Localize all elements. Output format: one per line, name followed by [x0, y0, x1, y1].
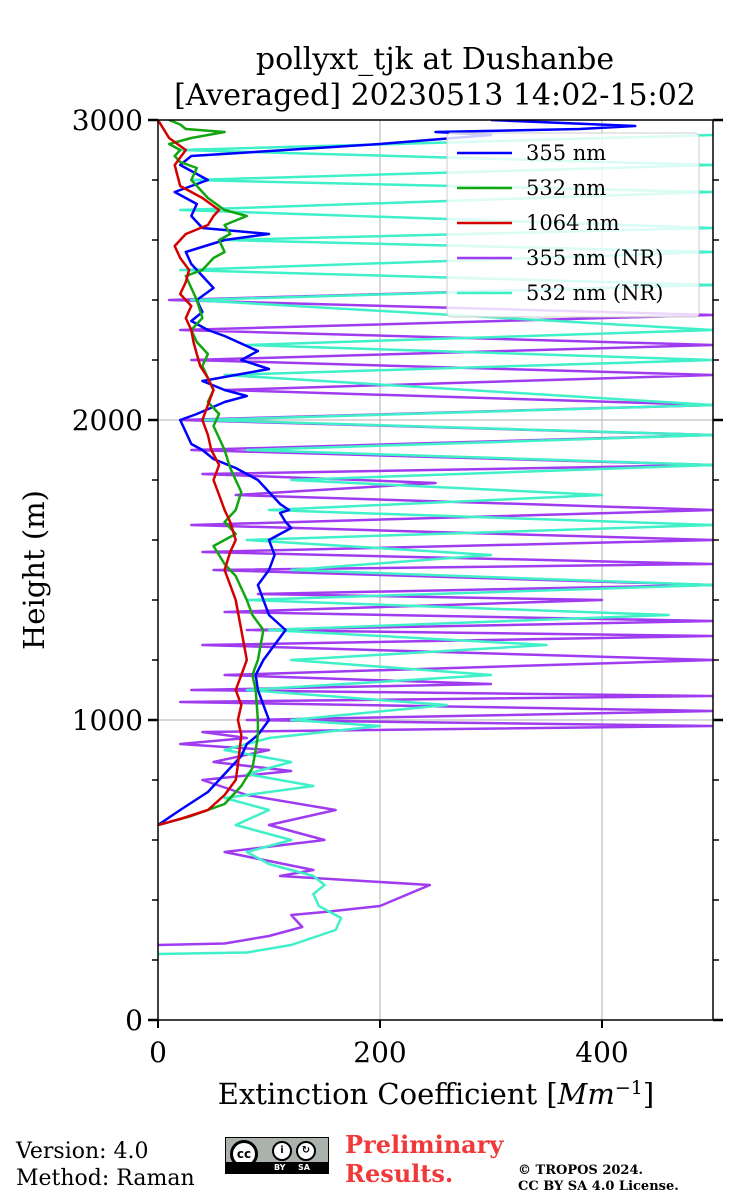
share-alike-icon: ↻ [296, 1141, 316, 1161]
x-tick-0: 0 [149, 1036, 167, 1069]
y-axis-label: Height (m) [17, 490, 51, 650]
copyright-line-2: CC BY SA 4.0 License. [518, 1179, 679, 1194]
x-axis-label: Extinction Coefficient [Mm−1] [218, 1077, 654, 1111]
legend: 355 nm 532 nm 1064 nm 355 nm (NR) 532 nm… [446, 132, 700, 318]
series-line-355-nm [158, 120, 637, 827]
method-text: Method: Raman [16, 1166, 195, 1191]
series-line-1064-nm [158, 120, 249, 827]
footer-info: Version: 4.0 Method: Raman [16, 1138, 195, 1192]
y-tick-2000: 2000 [72, 404, 143, 437]
attribution-icon: i [272, 1141, 292, 1161]
preliminary-line-1: Preliminary [345, 1130, 504, 1159]
x-tick-200: 200 [353, 1036, 406, 1069]
legend-label-355-nr: 355 nm (NR) [526, 246, 663, 270]
preliminary-notice: Preliminary Results. [345, 1130, 503, 1188]
version-text: Version: 4.0 [16, 1139, 149, 1164]
legend-label-1064: 1064 nm [526, 211, 620, 235]
extinction-chart: 0 200 400 0 1000 2000 3000 Extinction Co… [17, 104, 723, 1111]
legend-label-532: 532 nm [526, 176, 606, 200]
cc-license-badge: cc i ↻ BY SA [225, 1137, 329, 1174]
plot-frame [157, 119, 714, 1021]
copyright-line-1: © TROPOS 2024. [518, 1163, 644, 1178]
chart-title: pollyxt_tjk at Dushanbe [255, 42, 615, 77]
preliminary-line-2: Results. [345, 1159, 454, 1188]
y-tick-1000: 1000 [72, 704, 143, 737]
legend-label-355: 355 nm [526, 141, 606, 165]
copyright-notice: © TROPOS 2024. CC BY SA 4.0 License. [518, 1163, 679, 1195]
axis-ticks [148, 118, 723, 1028]
x-tick-400: 400 [575, 1036, 628, 1069]
y-tick-3000: 3000 [72, 104, 143, 137]
y-tick-0: 0 [125, 1004, 143, 1037]
cc-sa-label: SA [298, 1163, 310, 1172]
legend-label-532-nr: 532 nm (NR) [526, 281, 663, 305]
series-line-355-nm-nr- [158, 283, 713, 947]
chart-subtitle: [Averaged] 20230513 14:02-15:02 [174, 78, 696, 113]
legend-box [446, 132, 700, 318]
grid-lines [158, 120, 713, 1020]
cc-badge-strip [226, 1162, 328, 1173]
cc-by-label: BY [274, 1163, 286, 1172]
